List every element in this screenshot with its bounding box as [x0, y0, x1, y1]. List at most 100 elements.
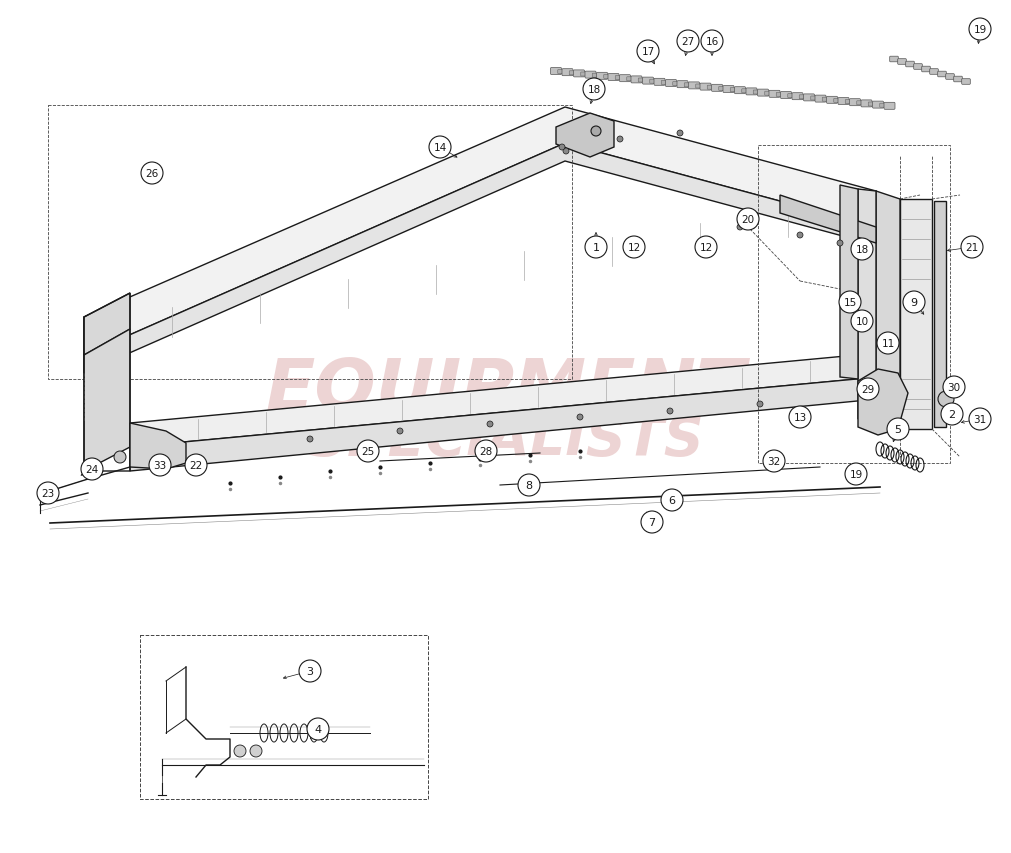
Circle shape — [695, 237, 716, 258]
Text: 16: 16 — [705, 37, 718, 47]
Circle shape — [838, 292, 860, 314]
FancyBboxPatch shape — [803, 95, 814, 102]
FancyBboxPatch shape — [734, 88, 745, 95]
Circle shape — [636, 41, 658, 63]
Text: 11: 11 — [881, 339, 894, 349]
FancyBboxPatch shape — [580, 73, 588, 77]
Text: 23: 23 — [41, 489, 55, 498]
Circle shape — [590, 127, 601, 136]
Text: 22: 22 — [189, 461, 202, 471]
Circle shape — [736, 224, 742, 230]
Text: 9: 9 — [910, 298, 917, 308]
FancyBboxPatch shape — [775, 93, 784, 97]
FancyBboxPatch shape — [913, 65, 921, 70]
Text: 17: 17 — [641, 47, 654, 57]
Circle shape — [396, 428, 402, 434]
FancyBboxPatch shape — [792, 94, 802, 101]
FancyBboxPatch shape — [867, 103, 876, 107]
Text: 19: 19 — [973, 25, 986, 35]
FancyBboxPatch shape — [757, 90, 767, 97]
Text: 6: 6 — [668, 496, 674, 506]
Circle shape — [756, 402, 762, 408]
FancyBboxPatch shape — [718, 87, 726, 91]
FancyBboxPatch shape — [573, 71, 584, 78]
Text: 19: 19 — [848, 469, 861, 479]
Circle shape — [676, 131, 682, 136]
FancyBboxPatch shape — [787, 95, 795, 98]
FancyBboxPatch shape — [660, 81, 668, 85]
FancyBboxPatch shape — [822, 98, 829, 102]
Circle shape — [969, 19, 990, 41]
FancyBboxPatch shape — [557, 71, 565, 74]
Circle shape — [660, 490, 682, 512]
FancyBboxPatch shape — [799, 96, 807, 100]
Text: SPECIALISTS: SPECIALISTS — [307, 413, 704, 467]
FancyBboxPatch shape — [608, 74, 619, 81]
Text: 26: 26 — [146, 169, 159, 179]
Circle shape — [666, 409, 672, 415]
Circle shape — [576, 415, 582, 421]
FancyBboxPatch shape — [889, 57, 898, 63]
Circle shape — [850, 239, 872, 261]
FancyBboxPatch shape — [730, 89, 737, 92]
Circle shape — [762, 450, 785, 473]
FancyBboxPatch shape — [944, 74, 953, 80]
FancyBboxPatch shape — [550, 68, 561, 75]
FancyBboxPatch shape — [676, 82, 687, 89]
Polygon shape — [933, 202, 945, 427]
FancyBboxPatch shape — [879, 104, 887, 108]
Circle shape — [676, 31, 699, 53]
Text: 30: 30 — [946, 382, 959, 392]
FancyBboxPatch shape — [810, 97, 818, 101]
Circle shape — [298, 660, 320, 682]
FancyBboxPatch shape — [848, 100, 859, 107]
Circle shape — [797, 233, 802, 239]
Circle shape — [836, 241, 842, 247]
FancyBboxPatch shape — [619, 76, 630, 83]
Text: 8: 8 — [525, 480, 532, 490]
FancyBboxPatch shape — [814, 96, 825, 103]
Polygon shape — [839, 186, 857, 380]
FancyBboxPatch shape — [871, 102, 883, 109]
FancyBboxPatch shape — [626, 78, 634, 82]
Circle shape — [582, 79, 605, 101]
Circle shape — [558, 145, 564, 151]
FancyBboxPatch shape — [604, 75, 611, 79]
Text: 4: 4 — [314, 724, 321, 734]
FancyBboxPatch shape — [856, 102, 863, 106]
FancyBboxPatch shape — [696, 85, 703, 89]
Circle shape — [701, 31, 722, 53]
FancyBboxPatch shape — [672, 83, 680, 86]
Circle shape — [877, 333, 898, 355]
Text: 27: 27 — [680, 37, 694, 47]
Text: 15: 15 — [842, 298, 855, 308]
FancyBboxPatch shape — [768, 91, 779, 98]
FancyBboxPatch shape — [826, 97, 837, 104]
Circle shape — [969, 409, 990, 431]
Circle shape — [486, 421, 492, 427]
Text: 13: 13 — [793, 413, 806, 422]
Circle shape — [250, 746, 262, 757]
Text: 12: 12 — [627, 243, 640, 252]
Circle shape — [844, 463, 866, 485]
FancyBboxPatch shape — [764, 92, 772, 96]
FancyBboxPatch shape — [561, 70, 572, 77]
Text: 5: 5 — [894, 425, 901, 434]
Circle shape — [940, 403, 962, 426]
FancyBboxPatch shape — [683, 84, 692, 88]
Text: EQUIPMENT: EQUIPMENT — [266, 355, 745, 424]
Polygon shape — [129, 354, 878, 448]
FancyBboxPatch shape — [860, 101, 871, 107]
FancyBboxPatch shape — [722, 86, 733, 93]
FancyBboxPatch shape — [638, 79, 646, 83]
Circle shape — [960, 237, 982, 258]
FancyBboxPatch shape — [741, 90, 749, 94]
FancyBboxPatch shape — [569, 72, 576, 76]
FancyBboxPatch shape — [649, 80, 657, 84]
Circle shape — [149, 455, 171, 477]
Text: 29: 29 — [860, 385, 874, 395]
FancyBboxPatch shape — [631, 77, 641, 84]
Circle shape — [114, 451, 126, 463]
Polygon shape — [779, 196, 876, 244]
Circle shape — [81, 458, 103, 480]
